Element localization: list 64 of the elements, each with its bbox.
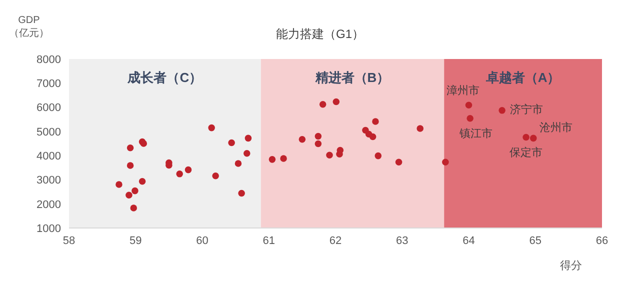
point [184, 166, 192, 174]
point [244, 134, 252, 142]
y-tick-label: 2000 [36, 198, 61, 211]
y-tick-label: 4000 [36, 150, 61, 162]
point [395, 158, 402, 166]
band-label: 成长者（C） [126, 70, 202, 86]
point [369, 133, 376, 140]
point [319, 101, 326, 108]
point [176, 170, 183, 178]
x-tick-label: 62 [329, 234, 342, 247]
point [280, 155, 287, 162]
x-tick-label: 60 [196, 234, 208, 247]
point [268, 156, 276, 163]
point [466, 115, 474, 122]
y-tick-label: 6000 [36, 102, 61, 114]
point [116, 181, 122, 188]
x-tick-label: 63 [396, 234, 408, 247]
point [336, 150, 343, 158]
point [126, 162, 134, 169]
y-tick-label: 1000 [36, 222, 61, 235]
point [465, 102, 472, 108]
x-tick-label: 58 [62, 234, 76, 247]
annotation: 保定市 [508, 146, 544, 160]
point [530, 134, 537, 142]
x-tick-label: 61 [262, 234, 275, 247]
chart-title: 能力搭建（G1） [276, 27, 364, 41]
point [326, 152, 333, 158]
x-tick-label: 59 [130, 234, 142, 247]
x-tick-label: 65 [529, 234, 542, 247]
point [298, 136, 306, 143]
y-axis-title: GDP （亿元） [8, 14, 50, 40]
x-tick-label: 64 [462, 234, 475, 247]
point [228, 139, 235, 146]
y-tick-label: 8000 [36, 54, 61, 66]
y-tick-label: 3000 [36, 174, 61, 187]
x-tick-label: 66 [596, 234, 608, 247]
point [314, 140, 322, 148]
point [442, 158, 449, 166]
y-tick-label: 7000 [36, 78, 61, 90]
point [234, 160, 242, 167]
x-axis-title: 得分 [560, 259, 582, 273]
point [332, 98, 340, 106]
annotation: 镇江市 [458, 126, 494, 142]
point [372, 118, 379, 125]
point [374, 152, 382, 160]
point [132, 187, 138, 194]
point [212, 172, 219, 180]
annotation: 漳州市 [445, 84, 480, 98]
point [238, 190, 245, 197]
point [314, 132, 322, 140]
point [130, 204, 138, 212]
point [244, 150, 250, 157]
annotation: 济宁市 [510, 102, 544, 118]
band-label: 精进者（B） [314, 70, 390, 86]
point [522, 134, 530, 141]
band-label: 卓越者（A） [484, 70, 560, 86]
point [126, 144, 134, 152]
point [208, 124, 215, 132]
y-tick-label: 5000 [36, 126, 61, 138]
point [126, 192, 132, 199]
point [498, 107, 506, 114]
point [416, 125, 424, 132]
annotation: 沧州市 [539, 120, 572, 136]
point [138, 178, 146, 185]
